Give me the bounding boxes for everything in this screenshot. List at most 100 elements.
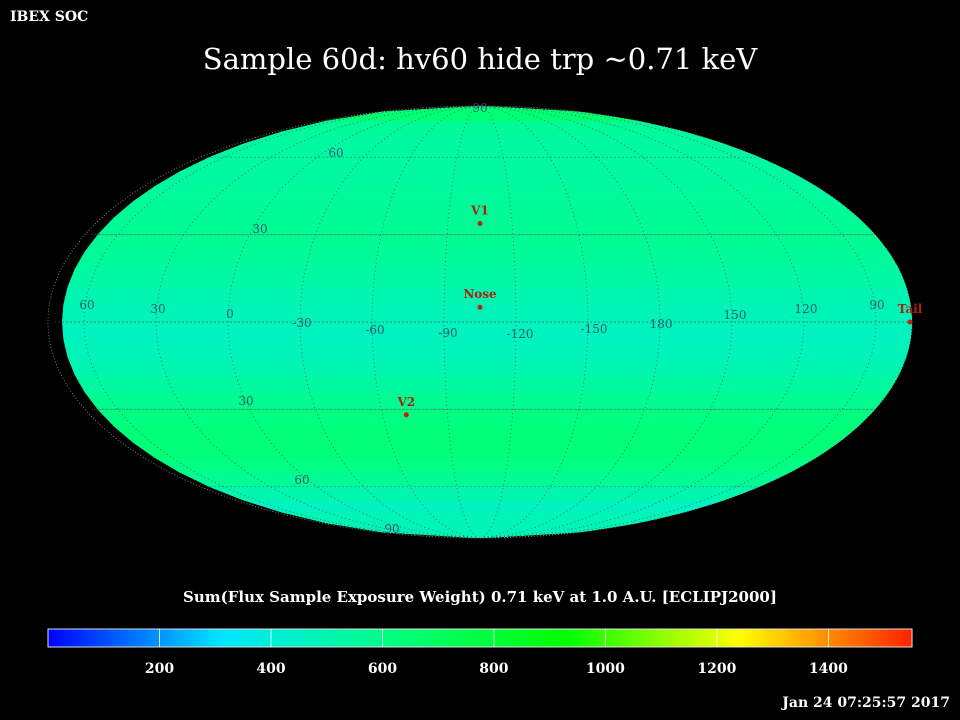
colorbar-segment (196, 629, 201, 647)
colorbar-segment (240, 629, 245, 647)
colorbar-segment (76, 629, 81, 647)
colorbar-segment (544, 629, 549, 647)
colorbar-segment (468, 629, 473, 647)
colorbar-segment (740, 629, 745, 647)
colorbar-segment (572, 629, 577, 647)
colorbar-segment (688, 629, 693, 647)
flux-cell (243, 499, 726, 513)
flux-cell (131, 186, 841, 203)
colorbar-segment (436, 629, 441, 647)
colorbar-segment (136, 629, 141, 647)
colorbar-segment (180, 629, 185, 647)
flux-cell (243, 131, 726, 145)
flux-cell (113, 425, 860, 443)
colorbar-segment (488, 629, 493, 647)
lat-label: 30 (252, 222, 267, 236)
colorbar-segment (300, 629, 305, 647)
colorbar-segment (96, 629, 101, 647)
colorbar-segment (64, 629, 69, 647)
colorbar-segment (176, 629, 181, 647)
colorbar-segment (864, 629, 869, 647)
colorbar-segment (116, 629, 121, 647)
colorbar-segment (792, 629, 797, 647)
colorbar-segment (308, 629, 313, 647)
colorbar-segment (260, 629, 265, 647)
colorbar-segment (820, 629, 825, 647)
colorbar-segment (640, 629, 645, 647)
colorbar-segment (872, 629, 877, 647)
marker-label: V2 (396, 395, 415, 409)
colorbar-segment (636, 629, 641, 647)
colorbar-segment (656, 629, 661, 647)
colorbar-tick-label: 200 (145, 661, 174, 677)
colorbar-segment (372, 629, 377, 647)
colorbar-segment (164, 629, 169, 647)
lon-label: -90 (438, 326, 457, 340)
colorbar-segment (620, 629, 625, 647)
colorbar-segment (752, 629, 757, 647)
colorbar-segment (580, 629, 585, 647)
colorbar-segment (516, 629, 521, 647)
lon-label: 30 (150, 302, 165, 316)
colorbar-segment (432, 629, 437, 647)
marker-label: Tail (898, 302, 923, 316)
colorbar-segment (568, 629, 573, 647)
colorbar-segment (476, 629, 481, 647)
colorbar-segment (764, 629, 769, 647)
lon-label: -150 (581, 322, 608, 336)
colorbar-segment (160, 629, 165, 647)
colorbar-segment (248, 629, 253, 647)
colorbar-title: Sum(Flux Sample Exposure Weight) 0.71 ke… (183, 588, 777, 606)
colorbar-segment (520, 629, 525, 647)
colorbar-segment (56, 629, 61, 647)
timestamp: Jan 24 07:25:57 2017 (782, 695, 950, 711)
colorbar-segment (184, 629, 189, 647)
lon-label: 120 (795, 302, 818, 316)
lat-label: 90 (384, 522, 399, 536)
colorbar-segment (600, 629, 605, 647)
colorbar-segment (744, 629, 749, 647)
flux-cell (84, 234, 890, 253)
colorbar-segment (860, 629, 865, 647)
colorbar-segment (460, 629, 465, 647)
colorbar-segment (72, 629, 77, 647)
colorbar-segment (548, 629, 553, 647)
colorbar-segment (376, 629, 381, 647)
colorbar-segment (328, 629, 333, 647)
colorbar-segment (524, 629, 529, 647)
colorbar-segment (540, 629, 545, 647)
lon-label: -30 (292, 316, 311, 330)
flux-cell (84, 391, 890, 410)
colorbar-segment (284, 629, 289, 647)
colorbar-segment (868, 629, 873, 647)
colorbar-segment (200, 629, 205, 647)
flux-cell (74, 251, 900, 270)
colorbar-segment (464, 629, 469, 647)
colorbar-segment (844, 629, 849, 647)
lon-label: 0 (226, 307, 234, 321)
colorbar-segment (768, 629, 773, 647)
colorbar-segment (88, 629, 93, 647)
colorbar-segment (536, 629, 541, 647)
colorbar-segment (268, 629, 273, 647)
colorbar-segment (804, 629, 809, 647)
colorbar-segment (900, 629, 905, 647)
colorbar-segment (484, 629, 489, 647)
colorbar-segment (416, 629, 421, 647)
colorbar-segment (552, 629, 557, 647)
colorbar-segment (852, 629, 857, 647)
flux-cell (153, 171, 818, 187)
colorbar-segment (244, 629, 249, 647)
org-label: IBEX SOC (10, 9, 89, 25)
colorbar-segment (500, 629, 505, 647)
marker-label: V1 (470, 204, 489, 218)
colorbar-segment (356, 629, 361, 647)
colorbar-segment (748, 629, 753, 647)
colorbar-segment (108, 629, 113, 647)
lon-label: 90 (869, 298, 884, 312)
colorbar-segment (344, 629, 349, 647)
colorbar-segment (652, 629, 657, 647)
colorbar-segment (668, 629, 673, 647)
colorbar-segment (812, 629, 817, 647)
flux-cell (180, 157, 790, 172)
